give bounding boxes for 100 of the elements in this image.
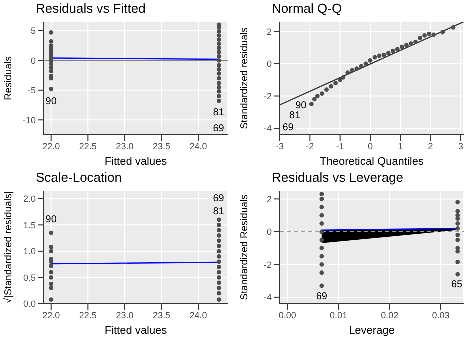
annotation: 81 <box>288 110 302 122</box>
point <box>386 51 391 56</box>
point <box>216 222 222 228</box>
point <box>350 68 355 73</box>
annotation: 90 <box>44 214 58 226</box>
annotation: 69 <box>212 124 226 134</box>
point <box>390 48 396 54</box>
point <box>216 270 222 275</box>
point <box>216 260 222 264</box>
point <box>320 192 324 196</box>
point <box>216 298 222 302</box>
point <box>216 249 222 254</box>
point <box>395 47 400 52</box>
annotation: 81 <box>212 206 226 218</box>
x-tick-label: 0.03 <box>432 310 450 320</box>
point <box>364 62 368 66</box>
point <box>216 67 222 72</box>
annotation: 81 <box>212 107 226 118</box>
x-tick-label: 0.02 <box>381 310 399 320</box>
y-tick-label: 0 <box>30 56 36 66</box>
point <box>320 284 324 288</box>
point <box>320 196 324 202</box>
point <box>320 254 324 259</box>
point <box>432 32 436 38</box>
point <box>216 218 222 222</box>
point <box>334 81 338 86</box>
y-tick-label: 0.0 <box>23 299 36 310</box>
point <box>320 213 324 218</box>
y-tick-label: -4 <box>264 124 272 134</box>
point <box>216 46 222 50</box>
point <box>216 38 222 42</box>
y-tick-label: 5 <box>30 26 36 36</box>
point <box>320 238 324 242</box>
point <box>324 88 329 92</box>
point <box>404 43 409 48</box>
point <box>427 32 432 36</box>
x-axis-title: Fitted values <box>104 325 168 337</box>
point <box>456 260 460 264</box>
point <box>216 81 222 86</box>
point <box>456 272 460 277</box>
chart-title: Normal Q-Q <box>271 0 344 18</box>
y-tick-label: 1.5 <box>23 220 36 230</box>
point <box>49 62 54 66</box>
point <box>368 58 373 63</box>
x-tick-label: 23.0 <box>116 141 134 152</box>
point <box>354 66 360 72</box>
y-tick-label: 2 <box>266 194 272 204</box>
point <box>216 42 222 46</box>
x-tick-label: 22.5 <box>79 141 97 152</box>
x-tick-label: 23.0 <box>116 310 134 320</box>
point <box>49 230 54 236</box>
chart-title: Residuals vs Leverage <box>271 169 405 187</box>
x-tick-label: 0.00 <box>278 310 296 320</box>
point <box>316 94 320 98</box>
point <box>320 92 324 96</box>
point <box>309 102 314 107</box>
point <box>320 205 324 210</box>
annotation: 90 <box>44 96 58 108</box>
y-tick-label: -5 <box>28 86 36 96</box>
point <box>341 75 346 80</box>
point <box>456 233 460 238</box>
y-axis-title: √|Standardized residuals| <box>4 191 15 304</box>
point <box>418 36 422 40</box>
point <box>338 78 343 82</box>
point <box>329 84 334 89</box>
x-tick-label: 24.0 <box>190 141 208 152</box>
y-tick-label: 0.5 <box>23 272 36 283</box>
point <box>49 66 54 70</box>
point <box>320 262 324 267</box>
point <box>216 76 222 81</box>
y-axis-title: Standardized Residuals <box>240 194 251 300</box>
point <box>456 238 460 242</box>
point <box>216 54 222 59</box>
point <box>216 244 222 248</box>
point <box>216 94 222 99</box>
point <box>320 222 324 226</box>
point <box>409 42 414 46</box>
annotation: 69 <box>212 193 226 204</box>
point <box>49 30 54 35</box>
point <box>216 233 222 238</box>
point <box>49 282 54 286</box>
point <box>216 238 222 244</box>
point <box>216 265 222 270</box>
point <box>377 54 382 58</box>
point <box>216 58 222 63</box>
point <box>216 291 222 296</box>
annotation: 69 <box>315 292 328 303</box>
x-tick-label: 24.0 <box>190 310 208 320</box>
x-tick-label: 22.0 <box>42 141 60 152</box>
x-tick-label: 1 <box>398 141 404 152</box>
x-tick-label: -3 <box>276 141 284 152</box>
point <box>456 222 460 226</box>
x-tick-label: 22.0 <box>42 310 60 320</box>
point <box>49 286 54 290</box>
y-tick-label: -10 <box>22 115 36 126</box>
x-tick-label: -2 <box>306 141 314 152</box>
point <box>49 249 54 254</box>
annotation: 65 <box>450 279 464 290</box>
point <box>216 50 222 55</box>
point <box>216 276 222 280</box>
